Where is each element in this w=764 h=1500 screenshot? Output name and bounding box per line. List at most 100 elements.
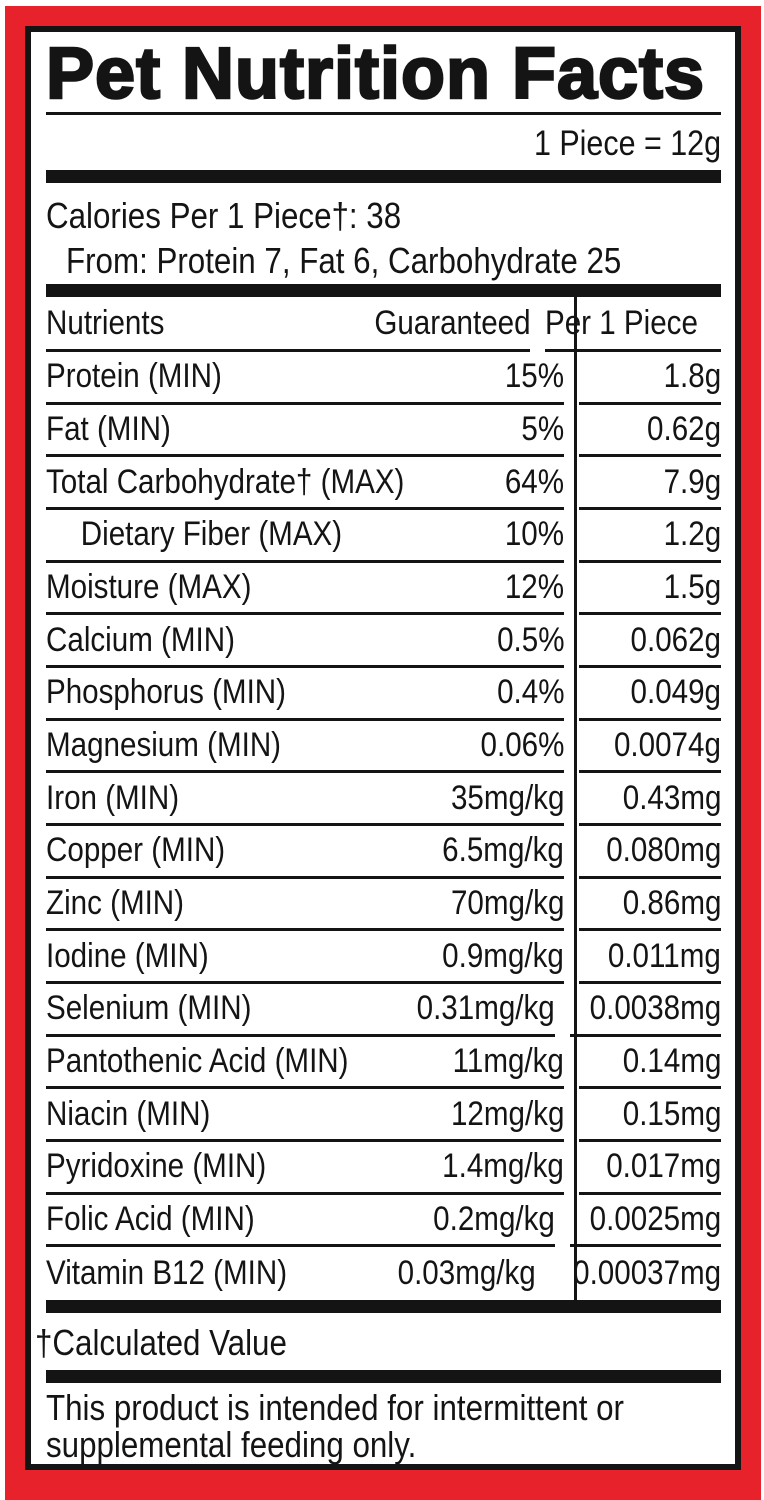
per-piece-value: 0.062g bbox=[630, 620, 721, 659]
nutrient-name: Phosphorus (MIN) bbox=[46, 673, 287, 712]
guaranteed-value: 10% bbox=[504, 515, 564, 554]
row-per-cell: 0.0074g bbox=[579, 721, 721, 774]
row-per-cell: 1.2g bbox=[579, 510, 721, 563]
calories-block: Calories Per 1 Piece†: 38 From: Protein … bbox=[46, 183, 721, 284]
nutrient-name: Vitamin B12 (MIN) bbox=[46, 1253, 288, 1292]
nutrient-name: Calcium (MIN) bbox=[46, 620, 235, 659]
row-per-cell: 1.8g bbox=[579, 352, 721, 405]
header-per-cell: Per 1 Piece bbox=[545, 297, 721, 352]
table-row: Iodine (MIN) 0.9mg/kg 0.011mg bbox=[46, 931, 721, 984]
per-piece-value: 1.8g bbox=[663, 357, 721, 396]
per-piece-value: 0.0038mg bbox=[589, 989, 721, 1028]
per-piece-value: 0.049g bbox=[630, 673, 721, 712]
nutrient-name: Iron (MIN) bbox=[46, 778, 180, 817]
header-nutrients: Nutrients bbox=[46, 303, 165, 342]
row-per-cell: 0.0025mg bbox=[569, 1195, 721, 1248]
disclaimer-line-1: This product is intended for intermitten… bbox=[46, 1389, 721, 1426]
row-per-cell: 0.00037mg bbox=[551, 1247, 721, 1300]
disclaimer-text-2: supplemental feeding only. bbox=[46, 1424, 417, 1464]
nutrient-name: Protein (MIN) bbox=[46, 357, 222, 396]
row-per-cell: 0.14mg bbox=[579, 1037, 721, 1090]
per-piece-value: 0.080mg bbox=[605, 831, 721, 870]
per-piece-value: 0.0074g bbox=[614, 725, 721, 764]
divider-bar-above-table bbox=[46, 284, 721, 297]
divider-bar-above-disclaimer bbox=[46, 1370, 721, 1383]
nutrient-name: Magnesium (MIN) bbox=[46, 725, 282, 764]
per-piece-value: 0.011mg bbox=[608, 936, 721, 975]
divider-bar-top bbox=[46, 170, 721, 183]
row-main-cell: Total Carbohydrate† (MAX) 64% bbox=[46, 457, 564, 510]
nutrient-name: Folic Acid (MIN) bbox=[46, 1199, 255, 1238]
row-main-cell: Dietary Fiber (MAX) 10% bbox=[46, 510, 564, 563]
table-row: Zinc (MIN) 70mg/kg 0.86mg bbox=[46, 879, 721, 932]
nutrient-name: Total Carbohydrate† (MAX) bbox=[46, 462, 405, 501]
title-underline bbox=[46, 112, 721, 115]
table-row: Fat (MIN) 5% 0.62g bbox=[46, 405, 721, 458]
row-per-cell: 1.5g bbox=[579, 563, 721, 616]
table-row: Pantothenic Acid (MIN) 11mg/kg 0.14mg bbox=[46, 1037, 721, 1090]
per-piece-value: 0.0025mg bbox=[589, 1199, 721, 1238]
row-main-cell: Calcium (MIN) 0.5% bbox=[46, 615, 564, 668]
table-row: Phosphorus (MIN) 0.4% 0.049g bbox=[46, 668, 721, 721]
guaranteed-value: 15% bbox=[504, 357, 564, 396]
table-row: Vitamin B12 (MIN) 0.03mg/kg 0.00037mg bbox=[46, 1247, 721, 1300]
guaranteed-value: 0.06% bbox=[480, 725, 564, 764]
row-main-cell: Magnesium (MIN) 0.06% bbox=[46, 721, 564, 774]
guaranteed-value: 12% bbox=[504, 567, 564, 606]
row-main-cell: Niacin (MIN) 12mg/kg bbox=[46, 1089, 564, 1142]
per-piece-value: 0.14mg bbox=[622, 1041, 721, 1080]
table-row: Iron (MIN) 35mg/kg 0.43mg bbox=[46, 773, 721, 826]
per-piece-value: 0.00037mg bbox=[572, 1253, 721, 1292]
nutrient-table: Nutrients Guaranteed Per 1 Piece Protein… bbox=[46, 297, 721, 1300]
table-row: Moisture (MAX) 12% 1.5g bbox=[46, 563, 721, 616]
row-main-cell: Moisture (MAX) 12% bbox=[46, 563, 564, 616]
row-main-cell: Pantothenic Acid (MIN) 11mg/kg bbox=[46, 1037, 564, 1090]
nutrient-name: Iodine (MIN) bbox=[46, 936, 209, 975]
table-row: Dietary Fiber (MAX) 10% 1.2g bbox=[46, 510, 721, 563]
guaranteed-value: 0.31mg/kg bbox=[416, 989, 555, 1028]
table-row: Protein (MIN) 15% 1.8g bbox=[46, 352, 721, 405]
column-divider-line bbox=[574, 297, 577, 1300]
calories-from-line: From: Protein 7, Fat 6, Carbohydrate 25 bbox=[46, 238, 721, 283]
table-row: Niacin (MIN) 12mg/kg 0.15mg bbox=[46, 1089, 721, 1142]
page-title: Pet Nutrition Facts bbox=[45, 33, 706, 116]
row-per-cell: 0.062g bbox=[579, 615, 721, 668]
per-piece-value: 1.2g bbox=[663, 515, 721, 554]
row-main-cell: Copper (MIN) 6.5mg/kg bbox=[46, 826, 564, 879]
table-row: Copper (MIN) 6.5mg/kg 0.080mg bbox=[46, 826, 721, 879]
nutrient-name: Fat (MIN) bbox=[46, 409, 171, 448]
nutrient-name: Pantothenic Acid (MIN) bbox=[46, 1041, 349, 1080]
guaranteed-value: 0.5% bbox=[496, 620, 564, 659]
nutrient-name: Copper (MIN) bbox=[46, 831, 226, 870]
serving-size-text: 1 Piece = 12g bbox=[533, 124, 721, 163]
guaranteed-value: 11mg/kg bbox=[452, 1041, 564, 1080]
header-main-cell: Nutrients Guaranteed bbox=[46, 297, 531, 352]
table-row: Magnesium (MIN) 0.06% 0.0074g bbox=[46, 721, 721, 774]
per-piece-value: 0.15mg bbox=[622, 1094, 721, 1133]
label-content: Pet Nutrition Facts 1 Piece = 12g Calori… bbox=[31, 32, 735, 1464]
row-main-cell: Iodine (MIN) 0.9mg/kg bbox=[46, 931, 564, 984]
row-main-cell: Phosphorus (MIN) 0.4% bbox=[46, 668, 564, 721]
guaranteed-value: 0.03mg/kg bbox=[397, 1253, 536, 1292]
guaranteed-value: 35mg/kg bbox=[450, 778, 564, 817]
guaranteed-value: 0.2mg/kg bbox=[433, 1199, 555, 1238]
footnote-text: †Calculated Value bbox=[35, 1322, 287, 1363]
header-guaranteed: Guaranteed bbox=[373, 303, 531, 342]
table-row: Selenium (MIN) 0.31mg/kg 0.0038mg bbox=[46, 984, 721, 1037]
per-piece-value: 0.86mg bbox=[622, 883, 721, 922]
per-piece-value: 0.017mg bbox=[605, 1147, 721, 1186]
calories-text: Calories Per 1 Piece†: 38 bbox=[46, 195, 402, 236]
row-per-cell: 0.011mg bbox=[579, 931, 721, 984]
guaranteed-value: 6.5mg/kg bbox=[442, 831, 564, 870]
row-main-cell: Selenium (MIN) 0.31mg/kg bbox=[46, 984, 555, 1037]
row-main-cell: Folic Acid (MIN) 0.2mg/kg bbox=[46, 1195, 555, 1248]
row-main-cell: Fat (MIN) 5% bbox=[46, 405, 564, 458]
red-border-frame: Pet Nutrition Facts 1 Piece = 12g Calori… bbox=[5, 6, 761, 1500]
nutrient-name: Pyridoxine (MIN) bbox=[46, 1147, 267, 1186]
table-header-row: Nutrients Guaranteed Per 1 Piece bbox=[46, 297, 721, 352]
guaranteed-value: 1.4mg/kg bbox=[442, 1147, 564, 1186]
guaranteed-value: 5% bbox=[521, 409, 564, 448]
row-per-cell: 0.080mg bbox=[579, 826, 721, 879]
serving-size-line: 1 Piece = 12g bbox=[46, 115, 721, 170]
